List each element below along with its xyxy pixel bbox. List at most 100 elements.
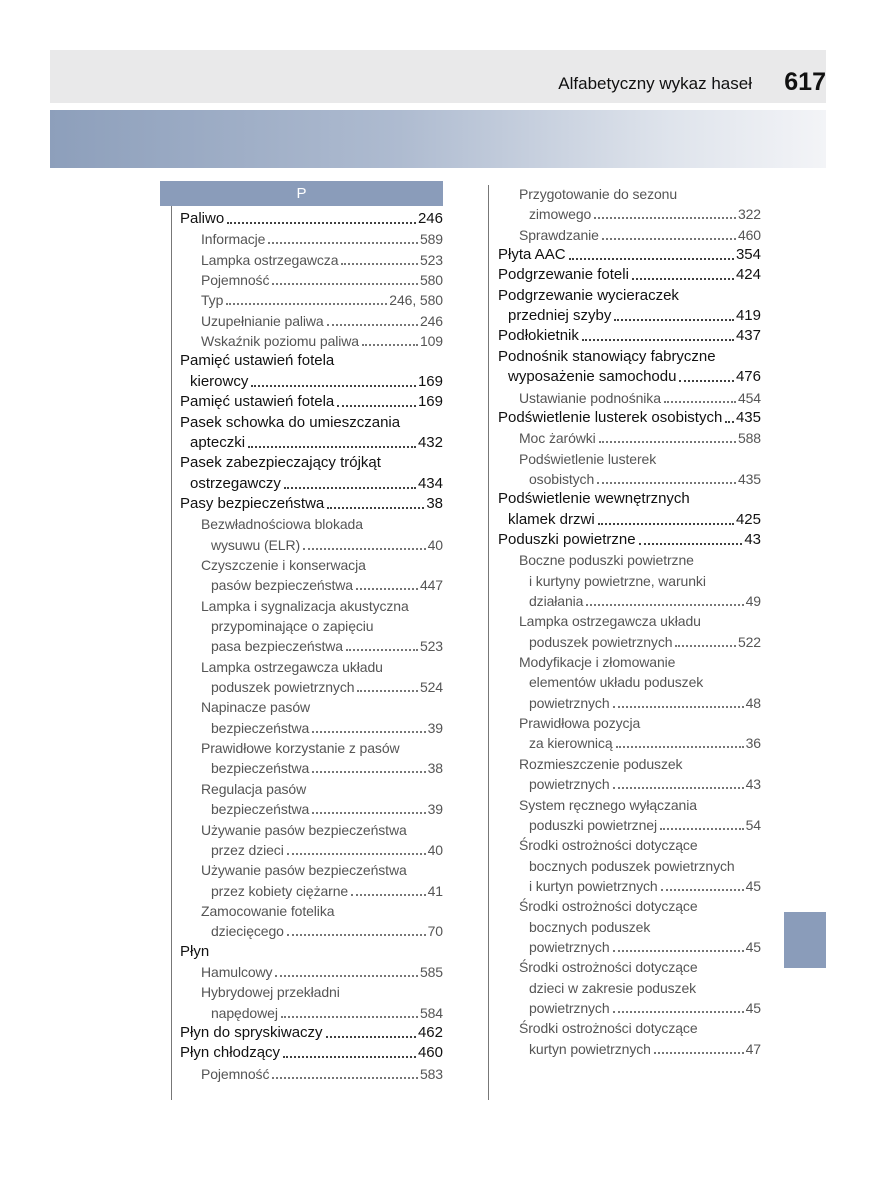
leader [272,1076,418,1079]
entry-text: Regulacja pasów [201,780,307,797]
leader [312,771,426,774]
entry-text: Pamięć ustawień fotela [180,352,335,370]
entry-text: Środki ostrożności dotyczące [519,1020,698,1037]
entry-line: Pamięć ustawień fotela [180,351,443,371]
entry-text: Lampka i sygnalizacja akustyczna [201,597,409,614]
leader [345,649,418,652]
subentry-line: pasa bezpieczeństwa 523 [211,636,443,656]
subentry-line: bocznych poduszek [529,917,761,937]
entry-text: bezpieczeństwa [211,801,310,818]
page-number: 617 [784,68,826,96]
entry-line: Pasek zabezpieczający trójkąt [180,453,443,473]
page-ref: 588 [737,430,761,447]
entry-text: za kierownicą [529,735,613,752]
entry-text: działania [529,593,584,609]
page-ref: 246, 580 [389,292,443,309]
subentry-line: Używanie pasów bezpieczeństwa [201,820,443,840]
entry-text: Podgrzewanie wycieraczek [498,286,679,304]
subentry-line: Modyfikacje i złomowanie [519,652,761,672]
page-ref: 40 [427,536,443,553]
leader [325,1036,416,1038]
column-rule [488,185,489,1100]
entry-text: elementów układu poduszek [529,674,704,691]
leader [251,384,416,387]
subentry-line: Bezwładnościowa blokada [201,514,443,534]
entry-text: przez dzieci [211,841,284,858]
leader [286,852,426,855]
subentry-line: dziecięcego 70 [211,921,443,941]
entry-text: Lampka ostrzegawcza układu [519,613,701,630]
page-ref: 589 [419,231,443,248]
entry-text: Hybrydowej przekładni [201,984,340,1001]
leader [355,588,418,591]
page-ref: 462 [417,1024,443,1041]
entry-text: Czyszczenie i konserwacja [201,556,366,573]
entry-text: Lampka ostrzegawcza [201,251,339,268]
leader [601,237,736,240]
entry-text: Podświetlenie lusterek osobistych [498,408,723,426]
page-ref: 45 [745,938,761,955]
entry-text: Lampka ostrzegawcza układu [201,658,383,675]
leader [341,262,418,265]
subentry-line: Lampka i sygnalizacja akustyczna [201,596,443,616]
page-ref: 435 [735,408,761,426]
section-letter: P [160,181,443,206]
entry-text: Prawidłowa pozycja [519,715,641,732]
entry-line: Poduszki powietrzne 43 [498,530,761,550]
subentry-line: Moc żarówki 588 [519,428,761,448]
page-ref: 354 [735,246,761,264]
subentry-line: Sprawdzanie 460 [519,225,761,245]
page-ref: 38 [426,494,443,512]
entry-line: wyposażenie samochodu 476 [508,367,761,387]
entry-text: Podłokietnik [498,327,579,345]
subentry-line: kurtyn powietrznych 47 [529,1039,761,1059]
entry-line: Płyta AAC 354 [498,245,761,265]
page-ref: 460 [417,1044,443,1062]
entry-text: Podnośnik stanowiący fabryczne [498,347,716,365]
subentry-line: Czyszczenie i konserwacja [201,555,443,575]
leader [598,441,736,444]
entry-text: klamek drzwi [508,510,595,528]
entry-text: bocznych poduszek powietrznych [529,857,735,874]
leader [357,690,418,693]
entry-text: Poduszki powietrzne [498,530,636,548]
entry-text: Środki ostrożności dotyczące [519,959,698,976]
subentry-line: Środki ostrożności dotyczące [519,1018,761,1038]
entry-text: Płyn chłodzący [180,1044,281,1062]
leader [612,787,744,790]
page-ref: 43 [744,530,761,548]
page-ref: 460 [737,226,761,243]
subentry-line: Prawidłowa pozycja [519,713,761,733]
subentry-line: Środki ostrożności dotyczące [519,835,761,855]
subentry-line: za kierownicą 36 [529,733,761,753]
subentry-line: Środki ostrożności dotyczące [519,896,761,916]
leader [226,303,388,306]
entry-text: ostrzegawczy [190,474,281,492]
entry-line: ostrzegawczy 434 [190,474,443,494]
leader [312,812,426,815]
subentry-line: przypominające o zapięciu [211,616,443,636]
leader [660,888,744,891]
leader [268,242,418,245]
entry-line: Płyn chłodzący 460 [180,1043,443,1063]
page-ref: 39 [427,719,443,736]
leader [612,949,744,952]
entry-text: powietrznych [529,694,610,711]
leader [663,400,736,403]
entry-text: dziecięcego [211,923,284,940]
entry-text: wysuwu (ELR) [211,536,301,553]
leader [351,893,426,896]
entry-text: Uzupełnianie paliwa [201,312,324,329]
entry-text: Napinacze pasów [201,699,311,716]
page-ref: 48 [745,694,761,711]
page-ref: 36 [745,735,761,752]
subentry-line: Podświetlenie lusterek [519,449,761,469]
entry-text: powietrznych [529,776,610,793]
subentry-line: poduszek powietrznych 524 [211,677,443,697]
subentry-line: Lampka ostrzegawcza 523 [201,250,443,270]
entry-text: Sprawdzanie [519,226,599,243]
leader [283,486,416,489]
entry-text: kierowcy [190,372,249,390]
entry-text: pasa bezpieczeństwa [211,638,343,655]
page-ref: 49 [745,593,761,609]
